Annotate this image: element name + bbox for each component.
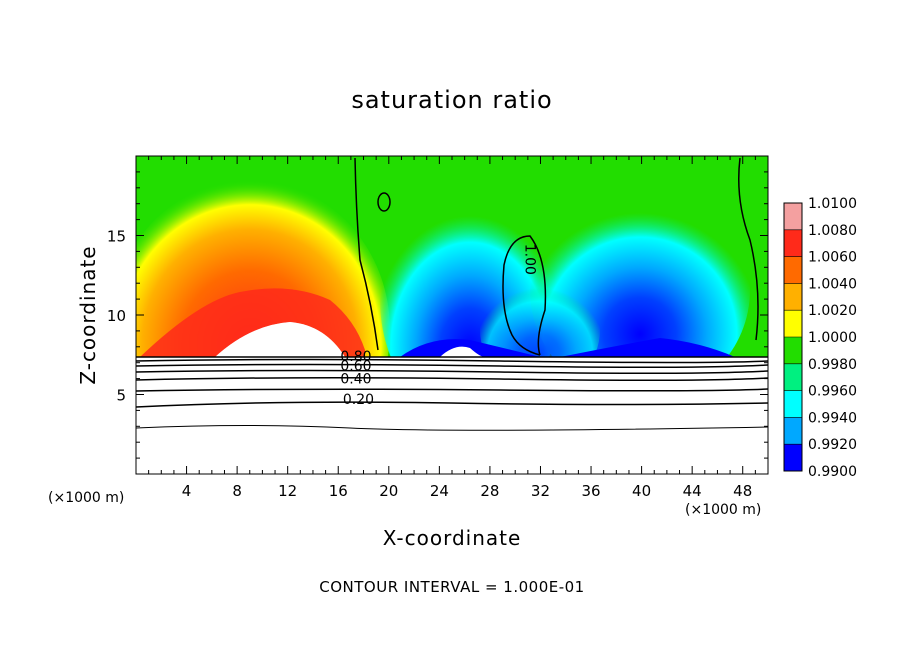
- colorbar-label: 1.0080: [808, 223, 857, 239]
- y-tick-label: 5: [116, 387, 126, 405]
- colorbar-label: 1.0060: [808, 250, 857, 266]
- x-tick-label: 12: [278, 482, 297, 500]
- contour-line-2: [136, 358, 768, 364]
- contour-interval-note: CONTOUR INTERVAL = 1.000E-01: [319, 578, 585, 596]
- y-tick-label: 15: [107, 228, 126, 246]
- colorbar-label: 1.0000: [808, 330, 857, 346]
- colorbar-label: 1.0020: [808, 303, 857, 319]
- contour-label: 0.80: [340, 349, 371, 365]
- contour-loop-100: [377, 192, 391, 212]
- x-unit-right: (×1000 m): [685, 502, 762, 518]
- colorbar-label: 1.0040: [808, 276, 857, 292]
- contour-label: 1.00: [521, 244, 537, 275]
- x-tick-label: 20: [379, 482, 398, 500]
- x-tick-label: 28: [480, 482, 499, 500]
- colorbar: 1.0100 1.0080 1.0060 1.0040 1.0020 1.0000 0.99…: [783, 196, 857, 480]
- colorbar-swatch: [784, 310, 802, 338]
- contour-line-7: [136, 401, 768, 408]
- contour-line-100a: [354, 157, 379, 351]
- contour-line-100b: [502, 235, 547, 356]
- colorbar-label: 1.0100: [808, 196, 857, 212]
- x-tick-label: 8: [232, 482, 242, 500]
- colorbar-swatch: [784, 390, 802, 418]
- y-axis-label: Z-coordinate: [76, 245, 100, 385]
- x-tick-label: 48: [733, 482, 752, 500]
- colorbar-swatch: [784, 444, 802, 472]
- x-unit-left: (×1000 m): [48, 490, 125, 506]
- colorbar-swatch: [784, 256, 802, 284]
- colorbar-label: 0.9940: [808, 410, 857, 426]
- x-tick-label: 32: [531, 482, 550, 500]
- colorbar-label: 0.9980: [808, 357, 857, 373]
- contour-labels: 1.00 0.800.600.40 0.20: [340, 244, 537, 408]
- x-tick-label: 4: [182, 482, 192, 500]
- x-axis-label: X-coordinate: [382, 526, 522, 550]
- chart-title: saturation ratio: [351, 86, 553, 114]
- x-tick-label: 24: [430, 482, 449, 500]
- colorbar-swatch: [784, 363, 802, 392]
- contour-line-3: [136, 363, 768, 369]
- colorbar-swatch: [784, 417, 802, 445]
- x-tick-label: 40: [632, 482, 651, 500]
- lower-region: [136, 357, 768, 474]
- colorbar-label: 0.9920: [808, 437, 857, 453]
- colorbar-swatch: [784, 283, 802, 311]
- contour-label: 0.60: [340, 359, 371, 375]
- y-tick-label: 10: [107, 307, 126, 325]
- colorbar-label: 0.9900: [808, 464, 857, 480]
- contour-line-4: [136, 369, 768, 375]
- contour-line-6: [136, 388, 768, 392]
- contour-label: 0.40: [340, 371, 371, 387]
- white-mound-1: [215, 322, 345, 357]
- plot-field: [136, 156, 768, 474]
- contour-line-8: [136, 425, 768, 431]
- x-tick-label: 44: [683, 482, 702, 500]
- colorbar-swatch: [784, 337, 802, 365]
- contour-label: 0.20: [343, 392, 374, 408]
- dry-core-2: [560, 338, 735, 357]
- x-tick-label: 16: [329, 482, 348, 500]
- colorbar-label: 0.9960: [808, 384, 857, 400]
- contour-line-5: [136, 376, 768, 382]
- colorbar-swatch: [784, 203, 802, 231]
- white-mound-2: [440, 346, 485, 357]
- x-tick-label: 36: [581, 482, 600, 500]
- colorbar-swatch: [784, 229, 802, 258]
- contour-line-100c: [738, 157, 759, 341]
